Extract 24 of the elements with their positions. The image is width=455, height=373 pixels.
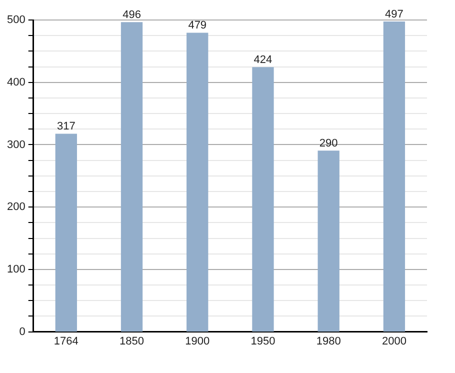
bar [186,32,208,332]
y-tick-label: 400 [6,76,26,88]
y-tick-label: 100 [6,263,26,276]
data-label: 317 [56,120,76,133]
bar [252,67,274,332]
y-tick-label: 500 [6,14,26,26]
bar [318,150,340,332]
data-label: 479 [188,20,207,32]
x-tick-label: 1900 [185,335,210,348]
x-tick-label: 2000 [382,335,406,348]
data-label: 496 [122,9,141,22]
x-tick-label: 1950 [250,335,276,348]
bar [55,134,77,332]
data-label: 497 [385,8,404,20]
y-tick-label: 300 [6,138,26,151]
bar [120,22,143,332]
data-label: 424 [254,54,272,66]
x-tick-label: 1764 [54,335,78,348]
x-tick-label: 1850 [120,335,144,348]
y-tick-label: 200 [6,201,26,214]
y-tick-label: 0 [19,326,26,338]
data-label: 290 [319,137,338,150]
bar [383,22,406,332]
x-tick-label: 1980 [316,335,341,348]
